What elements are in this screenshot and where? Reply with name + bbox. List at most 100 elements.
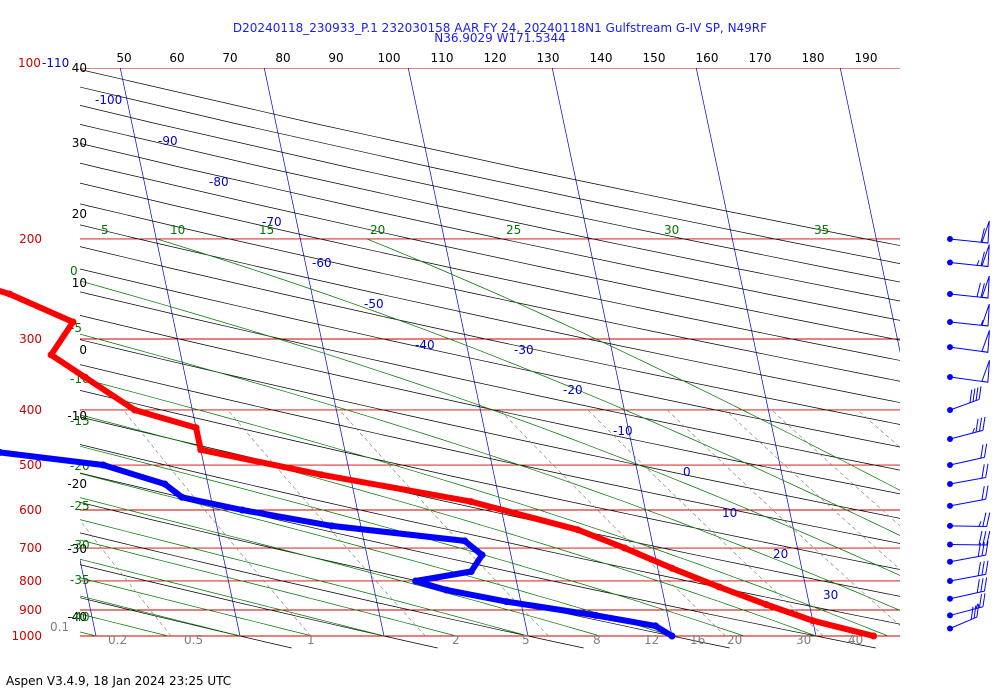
mixing-ratio-label: 20: [727, 633, 742, 647]
wind-barb: [947, 244, 990, 268]
moist-adiabat-line: [80, 414, 817, 637]
sounding-profiles: [0, 287, 878, 640]
temperature-profile-point: [621, 544, 629, 552]
wind-barb-full: [969, 389, 973, 403]
wind-barb: [947, 541, 989, 565]
wind-barb-half: [972, 427, 975, 434]
wind-barb-full: [982, 512, 987, 527]
temperature-profile-point: [197, 446, 205, 454]
wind-barb-full: [982, 530, 987, 546]
top-tick-label: 90: [328, 51, 343, 65]
wind-barb-staff: [949, 554, 986, 563]
top-tick-label: 190: [855, 51, 878, 65]
wind-barb-flag: [981, 244, 990, 268]
dewpoint-profile-point: [668, 632, 676, 640]
left-green-label: -5: [70, 321, 82, 335]
dry-adiabat-line: [80, 472, 876, 649]
top-tick-label: 80: [275, 51, 290, 65]
left-green-label: 0: [70, 264, 78, 278]
wind-barb-full: [975, 418, 979, 433]
pressure-label: 300: [19, 332, 42, 346]
isotherm-line: [119, 68, 241, 637]
wind-barb: [947, 416, 986, 443]
moist-adiabat-line: [80, 519, 529, 637]
mixing-ratio-label: 0.5: [184, 633, 203, 647]
left-black-label: 20: [72, 207, 87, 221]
wind-barb-staff: [949, 429, 984, 440]
dewpoint-profile-point: [0, 448, 4, 456]
temperature-profile-point: [47, 351, 55, 359]
dry-adiabat-line: [80, 86, 900, 264]
mixing-ratio-line: [499, 409, 726, 637]
dry-adiabat-line: [80, 315, 900, 495]
isotherm-label: 30: [823, 588, 838, 602]
left-green-label: -15: [70, 414, 90, 428]
wind-barb-flag: [981, 330, 990, 353]
wind-barb-full: [985, 560, 989, 575]
isotherm-label: 10: [722, 506, 737, 520]
left-black-label: 10: [72, 276, 87, 290]
left-green-label: -40: [70, 610, 90, 624]
wind-barb-staff: [949, 525, 987, 527]
temperature-profile-point: [6, 290, 13, 298]
isotherm-label: 20: [773, 547, 788, 561]
isotherm-label: -80: [209, 175, 229, 189]
wind-barb: [947, 443, 988, 469]
wind-barb-staff: [949, 616, 978, 629]
wind-barb: [947, 386, 982, 413]
moist-adiabat-line: [366, 238, 900, 491]
mixing-ratio-line: [920, 410, 1000, 636]
wind-barb-full: [980, 228, 985, 243]
moist-adiabat-line: [80, 445, 745, 637]
dry-adiabat-line: [80, 339, 900, 519]
left-black-label: -30: [67, 542, 87, 556]
dry-adiabat-line: [80, 291, 900, 471]
mixing-ratio-line: [587, 409, 824, 637]
wind-barb-full: [976, 604, 980, 618]
dewpoint-profile-point: [178, 493, 186, 501]
wind-barb-flag: [981, 303, 990, 327]
isotherm-label: -30: [514, 343, 534, 357]
mixing-ratio-label: 2: [452, 633, 460, 647]
temperature-profile-point: [870, 632, 878, 640]
pressure-label: 1000: [11, 629, 42, 643]
wind-barb-full: [986, 512, 991, 527]
wind-barb-flag: [981, 360, 990, 383]
wind-barb-full: [977, 542, 981, 557]
wind-barb-flag: [981, 275, 990, 299]
dry-adiabat-line: [80, 364, 900, 544]
wind-barb-full: [980, 578, 984, 593]
moist-adiabat-label: 10: [170, 223, 185, 237]
mixing-ratio-line: [771, 409, 900, 527]
moist-adiabat-label: 25: [506, 223, 521, 237]
isotherm-line: [407, 68, 529, 637]
left-black-label: 0: [79, 343, 87, 357]
dewpoint-profile-point: [328, 522, 336, 530]
pressure-label: 600: [19, 503, 42, 517]
top-tick-label: 120: [484, 51, 507, 65]
moist-adiabat-label: 15: [259, 223, 274, 237]
left-black-label: -40: [67, 610, 87, 624]
left-black-label: 30: [72, 136, 87, 150]
wind-barbs: [947, 220, 991, 632]
pressure-label: 500: [19, 458, 42, 472]
temperature-profile-point: [574, 526, 582, 534]
mixing-ratio-line: [667, 409, 900, 627]
moist-adiabat-line: [80, 473, 673, 637]
isotherm-label: -10: [613, 424, 633, 438]
moist-adiabat-line: [80, 595, 241, 637]
wind-barb-flag: [981, 220, 990, 244]
dewpoint-profile-point: [99, 461, 107, 469]
mixing-ratio-label: 1: [307, 633, 315, 647]
wind-barb-full: [982, 416, 986, 431]
wind-barb: [947, 604, 980, 632]
isotherm-label: -60: [312, 256, 332, 270]
isotherm-line: [263, 68, 385, 637]
pressure-label: 700: [19, 541, 42, 555]
top-tick-label: 150: [643, 51, 666, 65]
moist-adiabat-label: 20: [370, 223, 385, 237]
wind-barb-full: [973, 605, 977, 619]
pressure-label: 800: [19, 574, 42, 588]
dewpoint-profile-point: [467, 568, 475, 575]
wind-barb: [947, 360, 990, 383]
